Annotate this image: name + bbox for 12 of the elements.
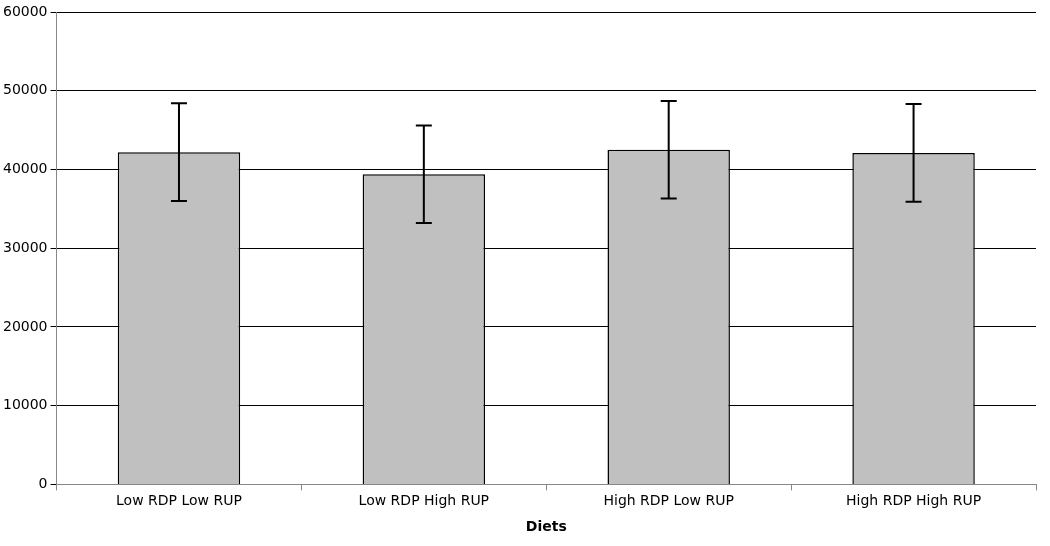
- y-tick-label: 40000: [2, 160, 48, 177]
- y-tick-label: 50000: [2, 81, 48, 98]
- y-tick-label: 60000: [2, 2, 48, 19]
- y-tick-label: 20000: [2, 317, 48, 334]
- x-tick-label: Low RDP Low RUP: [116, 492, 242, 509]
- y-tick-label: 30000: [2, 238, 48, 255]
- y-tick-label: 10000: [2, 396, 48, 413]
- x-tick-label: High RDP Low RUP: [603, 492, 734, 509]
- x-tick-label: High RDP High RUP: [846, 492, 982, 509]
- x-tick-label: Low RDP High RUP: [358, 492, 490, 509]
- y-tick-label: 0: [38, 475, 48, 492]
- x-axis-title: Diets: [525, 518, 567, 535]
